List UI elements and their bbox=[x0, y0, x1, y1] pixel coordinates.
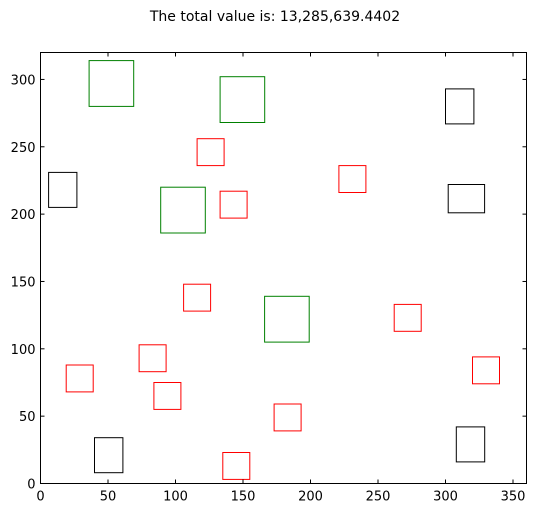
rect-mark-black-18 bbox=[94, 437, 124, 474]
x-tick-label-4: 200 bbox=[298, 490, 323, 505]
rect-mark-red-12 bbox=[153, 382, 182, 410]
x-tick-label-3: 150 bbox=[231, 490, 256, 505]
rect-mark-red-11 bbox=[65, 364, 94, 393]
rect-mark-black-19 bbox=[455, 426, 486, 463]
rect-mark-green-2 bbox=[160, 186, 206, 234]
y-tick-label-6: 300 bbox=[11, 73, 36, 88]
plot-marks bbox=[48, 60, 500, 480]
x-tick-label-1: 50 bbox=[100, 490, 117, 505]
rect-mark-red-4 bbox=[196, 138, 225, 167]
x-tick-label-7: 350 bbox=[501, 490, 526, 505]
y-tick-label-5: 250 bbox=[11, 141, 36, 156]
rect-mark-red-9 bbox=[138, 344, 167, 373]
y-tick-label-1: 50 bbox=[19, 410, 36, 425]
rect-mark-green-3 bbox=[264, 295, 310, 343]
axis-ticks: 0 50 100 150 200 250 300 350 0 50 100 150 200 250 300 bbox=[11, 52, 527, 505]
x-tick-label-0: 0 bbox=[36, 490, 44, 505]
y-tick-label-3: 150 bbox=[11, 275, 36, 290]
chart-title: The total value is: 13,285,639.4402 bbox=[149, 9, 400, 25]
y-tick-label-2: 100 bbox=[11, 343, 36, 358]
rect-mark-black-17 bbox=[447, 184, 486, 214]
rect-mark-black-15 bbox=[48, 171, 78, 208]
rect-mark-red-6 bbox=[219, 190, 248, 219]
y-tick-label-0: 0 bbox=[27, 478, 35, 493]
rect-mark-red-10 bbox=[472, 356, 500, 385]
rect-mark-red-5 bbox=[338, 165, 367, 194]
plot-frame bbox=[40, 52, 527, 484]
rect-mark-red-7 bbox=[183, 283, 212, 312]
y-tick-label-4: 200 bbox=[11, 208, 36, 223]
x-tick-label-5: 250 bbox=[366, 490, 391, 505]
rect-mark-red-13 bbox=[273, 403, 302, 432]
rect-mark-green-1 bbox=[219, 76, 266, 123]
rect-mark-black-16 bbox=[445, 88, 475, 125]
rect-mark-green-0 bbox=[88, 60, 135, 107]
x-tick-label-6: 300 bbox=[433, 490, 458, 505]
rect-mark-red-8 bbox=[393, 303, 422, 332]
x-tick-label-2: 100 bbox=[163, 490, 188, 505]
rect-mark-red-14 bbox=[222, 452, 251, 480]
